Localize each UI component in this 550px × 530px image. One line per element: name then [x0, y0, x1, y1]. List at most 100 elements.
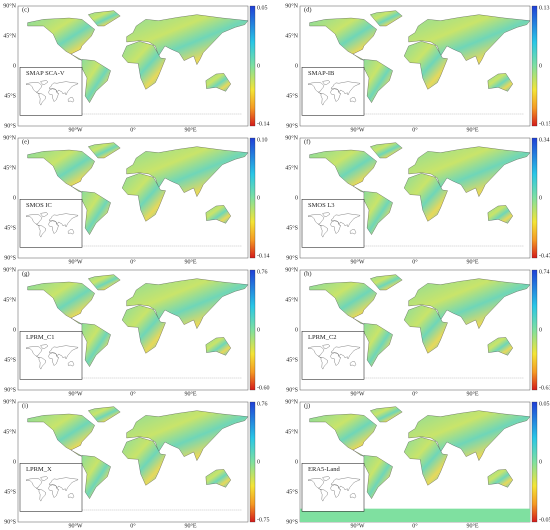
land — [205, 337, 231, 356]
land — [408, 410, 531, 462]
colorbar-max: 0.13 — [539, 5, 550, 11]
map-panel: SMAP-IB (d) 90°N 45°N 0 45°S 90°S 90°W 0° 90°E 0.1… — [285, 2, 550, 133]
land — [370, 10, 403, 27]
land — [126, 278, 249, 330]
land — [487, 205, 513, 224]
land — [126, 146, 249, 198]
antarctica — [300, 508, 530, 522]
lat-label: 90°S — [4, 386, 16, 393]
inset-box — [19, 199, 83, 248]
lat-label: 90°S — [286, 122, 298, 129]
colorbar-min: -0.14 — [257, 121, 270, 127]
land — [121, 41, 166, 90]
inset-land — [26, 82, 43, 95]
inset-land — [38, 225, 46, 238]
inset-land — [48, 484, 59, 498]
inset-land — [48, 352, 59, 366]
land — [370, 406, 403, 423]
inset-land — [331, 477, 361, 492]
land — [309, 281, 377, 325]
inset-land — [48, 220, 59, 234]
lat-label: 45°S — [286, 92, 298, 99]
panel-label: (i) — [22, 402, 28, 409]
land — [88, 274, 121, 291]
inset-land — [40, 476, 49, 481]
inset-box — [301, 463, 365, 512]
inset-land — [26, 478, 43, 491]
lat-label: 0 — [13, 63, 16, 69]
inset-land — [331, 81, 361, 96]
inset-land — [49, 477, 79, 492]
land — [403, 305, 448, 354]
lat-label: 45°N — [3, 164, 16, 171]
land — [81, 455, 111, 499]
colorbar-min: -0.15 — [539, 121, 550, 127]
inset-land — [49, 213, 79, 228]
lat-label: 90°S — [286, 386, 298, 393]
inset-land — [331, 213, 361, 228]
lon-label: 90°W — [350, 126, 364, 133]
lat-label: 0 — [13, 195, 16, 201]
inset-land — [320, 225, 328, 238]
lat-label: 0 — [295, 459, 298, 465]
map-panel: ERA5-Land (j) 90°N 45°N 0 45°S 90°S 90°W 0° 90°E 0… — [285, 398, 550, 529]
map-panel: LPRM_C2 (h) 90°N 45°N 0 45°S 90°S 90°W 0° 90°E 0.7… — [285, 266, 550, 397]
inset-land — [322, 476, 331, 481]
inset-land — [67, 229, 75, 235]
inset-land — [349, 361, 357, 367]
lon-label: 0° — [412, 522, 418, 529]
product-name: SMOS L3 — [308, 202, 335, 209]
colorbar — [249, 5, 256, 127]
colorbar-mid: 0 — [257, 195, 260, 201]
lon-label: 0° — [412, 126, 418, 133]
colorbar — [249, 137, 256, 259]
lat-label: 45°N — [285, 32, 298, 39]
lat-label: 90°S — [286, 518, 298, 525]
lat-label: 90°S — [286, 254, 298, 261]
map-panel: SMOS IC (e) 90°N 45°N 0 45°S 90°S 90°W 0° 90°E 0.1… — [3, 134, 269, 265]
colorbar — [531, 137, 538, 259]
lon-label: 90°E — [466, 126, 478, 133]
colorbar-mid: 0 — [257, 63, 260, 69]
land — [126, 410, 249, 462]
land — [27, 281, 95, 325]
lat-label: 90°N — [3, 398, 16, 405]
inset-land — [320, 93, 328, 106]
inset-land — [38, 489, 46, 502]
inset-land — [26, 346, 43, 359]
colorbar-max: 0.05 — [539, 401, 550, 407]
inset-box — [19, 331, 83, 380]
colorbar — [249, 269, 256, 391]
inset-land — [349, 97, 357, 103]
product-name: SMOS IC — [26, 202, 52, 209]
inset-box — [19, 463, 83, 512]
inset-land — [38, 93, 46, 106]
land — [126, 14, 249, 66]
land — [487, 337, 513, 356]
inset-land — [331, 345, 361, 360]
colorbar-max: 0.76 — [257, 269, 268, 275]
colorbar-mid: 0 — [539, 459, 542, 465]
lat-label: 45°N — [3, 32, 16, 39]
inset-land — [49, 81, 79, 96]
lon-label: 90°E — [184, 258, 196, 265]
lat-label: 45°N — [285, 296, 298, 303]
panel-label: (g) — [22, 270, 30, 277]
colorbar — [531, 5, 538, 127]
inset-land — [322, 344, 331, 349]
colorbar-max: 0.05 — [257, 5, 268, 11]
land — [309, 413, 377, 457]
land — [487, 469, 513, 488]
land — [403, 173, 448, 222]
product-name: ERA5-Land — [308, 466, 341, 473]
lon-label: 0° — [130, 522, 136, 529]
land — [363, 59, 393, 103]
colorbar — [531, 269, 538, 391]
inset-box — [19, 67, 83, 116]
land — [309, 149, 377, 193]
lat-label: 90°N — [3, 266, 16, 273]
lat-label: 45°S — [286, 356, 298, 363]
lat-label: 90°N — [285, 266, 298, 273]
inset-land — [67, 97, 75, 103]
